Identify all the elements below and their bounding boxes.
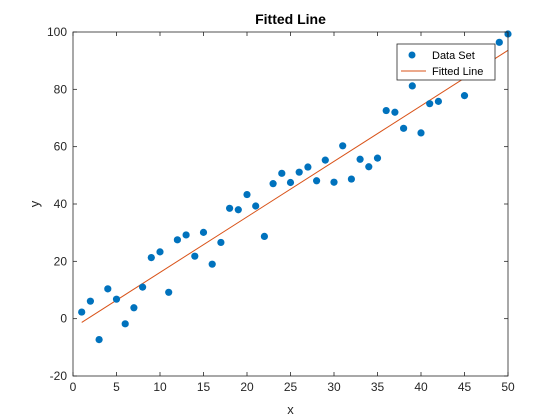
data-point [261, 233, 268, 240]
x-tick-label: 10 [153, 380, 167, 394]
y-tick-label: 0 [60, 312, 67, 326]
x-tick-label: 40 [414, 380, 428, 394]
x-tick-label: 50 [501, 380, 515, 394]
data-point [270, 180, 277, 187]
data-point [313, 177, 320, 184]
data-point [209, 261, 216, 268]
data-point [374, 155, 381, 162]
y-tick-label: 40 [54, 197, 68, 211]
y-tick-label: 60 [54, 140, 68, 154]
data-point [243, 191, 250, 198]
data-point [235, 206, 242, 213]
y-tick-label: 80 [54, 82, 68, 96]
data-point [383, 107, 390, 114]
data-point [200, 229, 207, 236]
x-tick-label: 25 [284, 380, 298, 394]
data-point [122, 320, 129, 327]
data-point [87, 298, 94, 305]
data-point [304, 163, 311, 170]
y-tick-label: 20 [54, 254, 68, 268]
data-point [357, 156, 364, 163]
data-point [426, 100, 433, 107]
x-tick-label: 0 [70, 380, 77, 394]
legend: Data Set Fitted Line [397, 44, 495, 80]
x-tick-label: 5 [113, 380, 120, 394]
data-point [183, 231, 190, 238]
data-point [278, 170, 285, 177]
data-point [139, 284, 146, 291]
chart-title: Fitted Line [255, 11, 326, 27]
data-point [96, 336, 103, 343]
data-point [113, 296, 120, 303]
data-point [226, 205, 233, 212]
data-point [435, 98, 442, 105]
x-tick-label: 35 [371, 380, 385, 394]
data-point [409, 82, 416, 89]
data-point [148, 254, 155, 261]
data-point [174, 236, 181, 243]
legend-label-fitted-line: Fitted Line [432, 66, 483, 78]
data-point [130, 304, 137, 311]
data-point [191, 253, 198, 260]
x-tick-label: 15 [197, 380, 211, 394]
data-point [365, 163, 372, 170]
data-point [156, 248, 163, 255]
legend-label-data-set: Data Set [432, 50, 475, 62]
y-tick-label: -20 [50, 369, 68, 383]
data-point [252, 202, 259, 209]
x-tick-label: 30 [327, 380, 341, 394]
data-point [496, 39, 503, 46]
x-axis-label: x [287, 402, 294, 417]
data-point [217, 239, 224, 246]
data-point [296, 169, 303, 176]
legend-marker-data-set [409, 52, 416, 59]
plot-area [73, 32, 508, 376]
x-tick-label: 20 [240, 380, 254, 394]
y-axis-label: y [27, 200, 42, 207]
data-point [330, 179, 337, 186]
data-point [339, 142, 346, 149]
data-point [461, 92, 468, 99]
data-point [400, 125, 407, 132]
data-point [348, 175, 355, 182]
data-point [287, 179, 294, 186]
data-point [165, 289, 172, 296]
data-point [417, 129, 424, 136]
y-tick-label: 100 [47, 25, 67, 39]
data-point [104, 285, 111, 292]
data-point [391, 109, 398, 116]
data-point [78, 308, 85, 315]
data-point [322, 157, 329, 164]
x-tick-label: 45 [458, 380, 472, 394]
